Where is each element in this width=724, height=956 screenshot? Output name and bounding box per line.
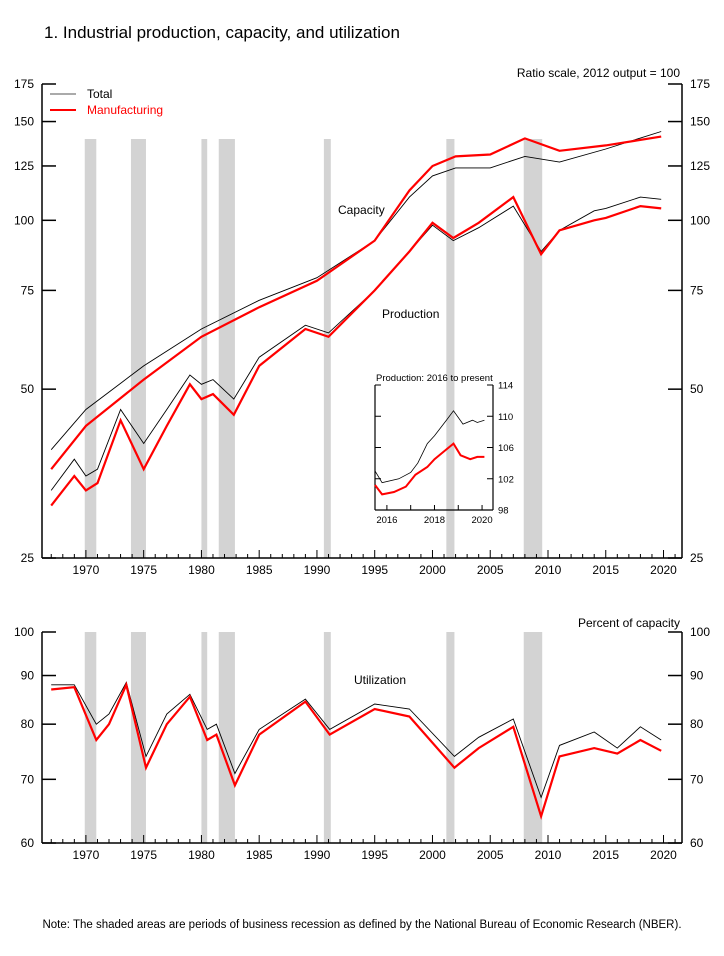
recession-band xyxy=(323,632,331,843)
x-tick-label: 2010 xyxy=(535,563,562,577)
x-tick-label: 1975 xyxy=(130,848,157,862)
inset-series-line-manufacturing xyxy=(374,442,485,496)
y-tick-label: 150 xyxy=(690,115,710,129)
x-tick-label: 1990 xyxy=(304,563,331,577)
y-tick-label: 60 xyxy=(690,836,704,850)
y-tick-label: 25 xyxy=(21,551,35,565)
recession-band xyxy=(218,632,235,843)
recession-band xyxy=(201,139,208,558)
annotation-utilization: Utilization xyxy=(354,673,406,687)
x-tick-label: 1995 xyxy=(361,848,388,862)
recession-band xyxy=(218,139,235,558)
y-tick-label: 100 xyxy=(14,213,34,227)
y-tick-label: 70 xyxy=(690,772,704,786)
y-tick-label: 70 xyxy=(21,772,35,786)
y-tick-label: 50 xyxy=(690,382,704,396)
y-tick-label: 75 xyxy=(690,283,704,297)
y-tick-label: 125 xyxy=(14,159,34,173)
annotation-capacity: Capacity xyxy=(338,203,385,217)
x-tick-label: 2015 xyxy=(592,848,619,862)
y-tick-label: 175 xyxy=(14,77,34,91)
inset-y-tick-label: 106 xyxy=(498,443,514,454)
y-tick-label: 90 xyxy=(690,669,704,683)
legend-label-manufacturing: Manufacturing xyxy=(87,103,163,117)
recession-band xyxy=(323,139,331,558)
inset-x-tick-label: 2018 xyxy=(424,515,445,526)
x-tick-label: 2020 xyxy=(650,563,677,577)
y-tick-label: 100 xyxy=(14,625,34,639)
x-tick-label: 2005 xyxy=(477,848,504,862)
x-tick-label: 2000 xyxy=(419,563,446,577)
y-tick-label: 50 xyxy=(21,382,35,396)
figure-title: 1. Industrial production, capacity, and … xyxy=(44,23,400,42)
x-tick-label: 1980 xyxy=(188,848,215,862)
series-line-capacity-total xyxy=(50,131,662,450)
inset-y-tick-label: 110 xyxy=(498,412,513,423)
inset-title: Production: 2016 to present xyxy=(376,373,493,384)
series-line-production-manufacturing xyxy=(50,195,662,507)
recession-band xyxy=(84,139,97,558)
x-tick-label: 2000 xyxy=(419,848,446,862)
x-tick-label: 1980 xyxy=(188,563,215,577)
inset-x-tick-label: 2016 xyxy=(376,515,397,526)
y-tick-label: 100 xyxy=(690,625,710,639)
x-tick-label: 2020 xyxy=(650,848,677,862)
series-line-capacity-manufacturing xyxy=(50,135,662,470)
series-line-manufacturing xyxy=(51,681,662,821)
scale-note: Ratio scale, 2012 output = 100 xyxy=(517,66,680,80)
inset-y-tick-label: 114 xyxy=(498,381,513,392)
scale-note: Percent of capacity xyxy=(578,616,680,630)
y-tick-label: 150 xyxy=(14,115,34,129)
recession-band xyxy=(84,632,97,843)
recession-band xyxy=(523,139,543,558)
x-tick-label: 1985 xyxy=(246,848,273,862)
inset-series-line-total xyxy=(374,410,485,484)
legend-label-total: Total xyxy=(87,87,112,101)
y-tick-label: 80 xyxy=(690,717,704,731)
recession-band xyxy=(130,139,146,558)
recession-band xyxy=(446,139,455,558)
x-tick-label: 2010 xyxy=(535,848,562,862)
y-tick-label: 25 xyxy=(690,551,704,565)
x-tick-label: 1970 xyxy=(73,848,100,862)
recession-band xyxy=(201,632,208,843)
y-tick-label: 90 xyxy=(21,669,35,683)
inset-y-tick-label: 98 xyxy=(498,506,509,517)
y-tick-label: 100 xyxy=(690,213,710,227)
x-tick-label: 1975 xyxy=(130,563,157,577)
x-tick-label: 2005 xyxy=(477,563,504,577)
x-tick-label: 2015 xyxy=(592,563,619,577)
recession-band xyxy=(446,632,455,843)
x-tick-label: 1985 xyxy=(246,563,273,577)
y-tick-label: 80 xyxy=(21,717,35,731)
x-tick-label: 1990 xyxy=(304,848,331,862)
footnote: Note: The shaded areas are periods of bu… xyxy=(42,919,681,931)
y-tick-label: 125 xyxy=(690,159,710,173)
annotation-production: Production xyxy=(382,307,439,321)
recession-band xyxy=(523,632,543,843)
y-tick-label: 175 xyxy=(690,77,710,91)
y-tick-label: 60 xyxy=(21,836,35,850)
x-tick-label: 1995 xyxy=(361,563,388,577)
inset-y-tick-label: 102 xyxy=(498,474,514,485)
x-tick-label: 1970 xyxy=(73,563,100,577)
inset-x-tick-label: 2020 xyxy=(471,515,492,526)
y-tick-label: 75 xyxy=(21,283,35,297)
